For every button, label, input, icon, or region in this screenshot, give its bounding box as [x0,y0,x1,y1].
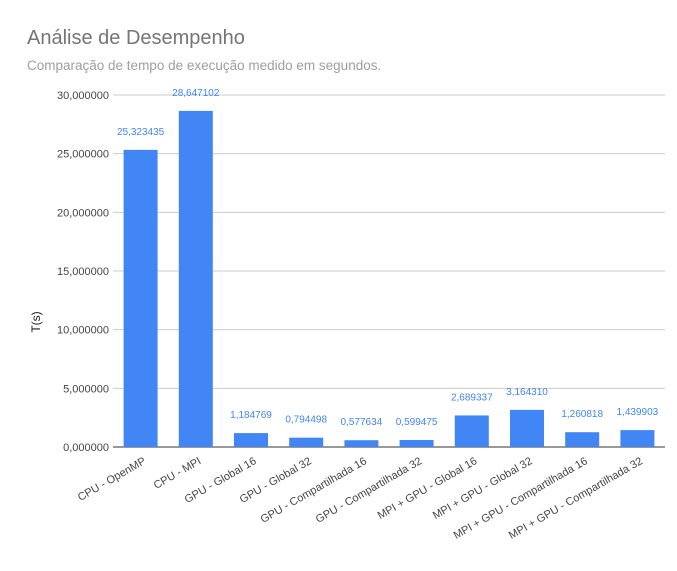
y-tick-label: 0,000000 [63,442,109,454]
data-label: 0,794498 [285,415,327,426]
bar [510,409,544,447]
bar [565,432,600,447]
bars [123,110,655,448]
chart-title: Análise de Desempenho [27,27,245,49]
data-labels: 25,323435 28,647102 1,184769 0,794498 0,5776… [117,88,659,428]
bar [620,430,655,447]
data-label: 0,577634 [341,417,383,428]
bar [289,437,324,447]
x-tick-label: MPI + GPU - Global 32 [431,455,535,522]
data-label: 1,260818 [561,409,603,420]
y-tick-label: 5,000000 [63,383,109,395]
y-axis-title: T(s) [29,311,43,332]
data-label: 3,164310 [506,387,548,398]
data-label: 0,599475 [396,417,438,428]
x-tick-label: CPU - OpenMP [76,455,148,504]
y-tick-label: 10,000000 [57,325,109,337]
bar [178,110,213,448]
y-tick-label: 15,000000 [57,266,109,278]
y-axis-ticks: 0,000000 5,000000 10,000000 15,000000 20,000… [57,90,109,454]
bar [454,415,489,447]
chart-subtitle: Comparação de tempo de execução medido e… [27,58,382,73]
bar [234,433,268,447]
bar [399,439,434,447]
bar [344,440,379,447]
data-label: 1,184769 [230,410,272,421]
data-label: 1,439903 [617,407,659,418]
x-tick-label: MPI + GPU - Global 16 [376,455,480,522]
data-label: 28,647102 [172,88,220,99]
y-tick-label: 20,000000 [57,207,109,219]
bar [123,149,158,447]
x-tick-label: CPU - MPI [152,455,204,492]
y-tick-label: 25,000000 [57,149,109,161]
x-tick-label: GPU - Compartilhada 32 [314,455,424,526]
data-label: 25,323435 [117,127,165,138]
y-tick-label: 30,000000 [57,90,109,102]
data-label: 2,689337 [451,392,493,403]
